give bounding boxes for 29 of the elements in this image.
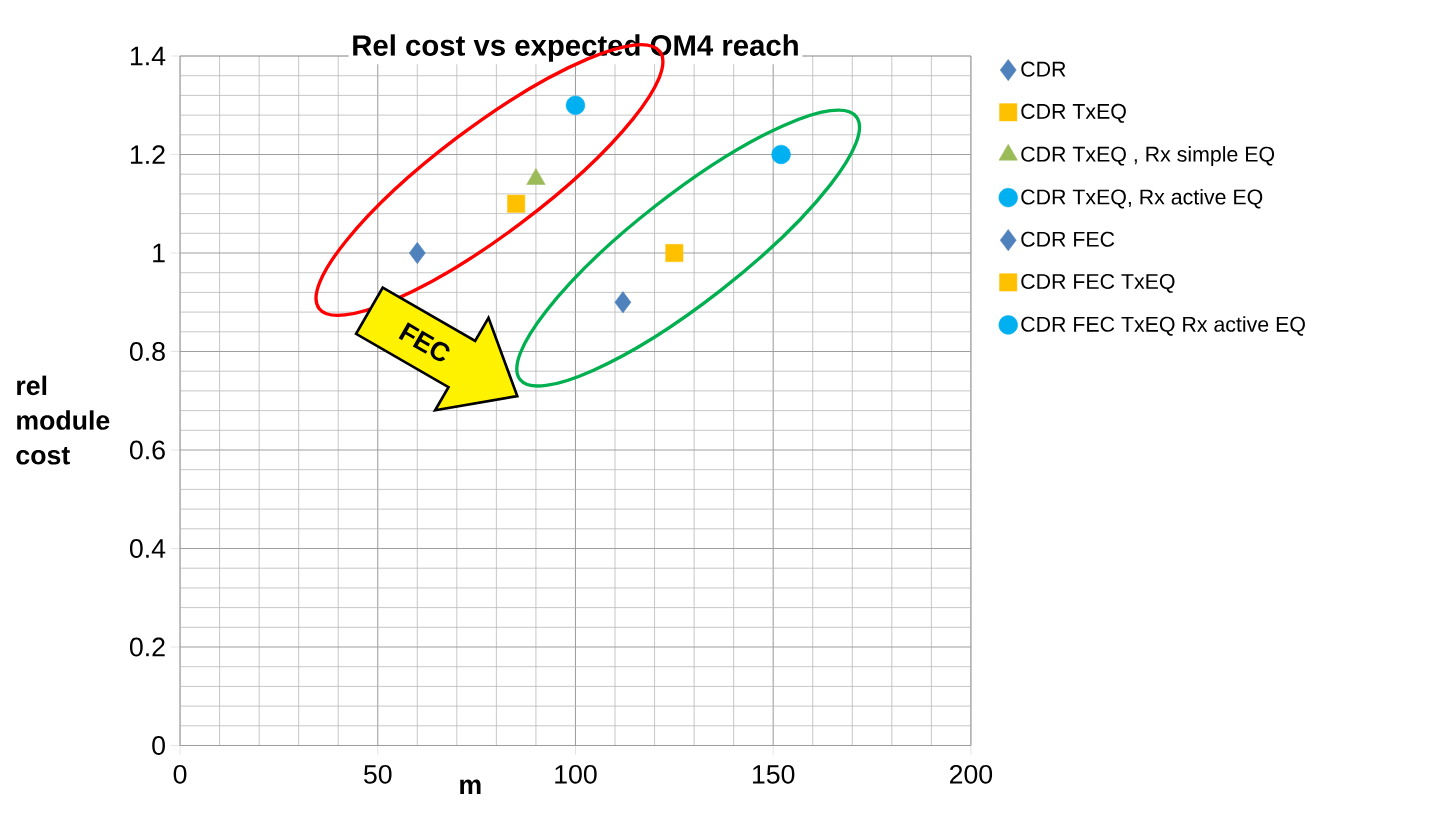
y-tick-label: 1.4 — [130, 47, 166, 66]
y-tick-label: 1 — [153, 244, 165, 263]
y-tick-label: 0 — [152, 736, 165, 756]
x-tick-label: 200 — [949, 765, 993, 784]
y-tick-label: 0.4 — [129, 539, 166, 559]
x-tick-label: 150 — [752, 765, 795, 784]
x-axis-title: m — [460, 779, 481, 795]
legend-label: CDR TxEQ — [1021, 104, 1126, 124]
point — [771, 145, 791, 165]
y-tick-label: 1.2 — [130, 145, 165, 165]
x-tick-label: 50 — [363, 765, 392, 784]
point — [614, 291, 632, 314]
point — [409, 242, 426, 265]
point — [565, 95, 586, 116]
y-tick-label: 0.6 — [129, 440, 165, 460]
legend-label: CDR FEC TxEQ — [1021, 274, 1175, 294]
point — [507, 195, 526, 213]
y-tick-label: 0.8 — [129, 342, 165, 362]
legend-label: CDR TxEQ, Rx active EQ — [1021, 189, 1263, 209]
y-axis-title: rel module cost — [16, 375, 110, 465]
x-tick-label: 0 — [173, 765, 187, 784]
annotation: FEC — [398, 322, 450, 362]
legend-label: CDR FEC TxEQ Rx active EQ — [1021, 316, 1305, 336]
y-tick-label: 0.2 — [129, 637, 165, 657]
legend-label: CDR FEC — [1021, 231, 1115, 248]
legend-label: CDR TxEQ , Rx simple EQ — [1021, 146, 1275, 167]
point — [665, 244, 684, 263]
legend-label: CDR — [1021, 61, 1066, 77]
x-tick-label: 100 — [555, 765, 597, 784]
